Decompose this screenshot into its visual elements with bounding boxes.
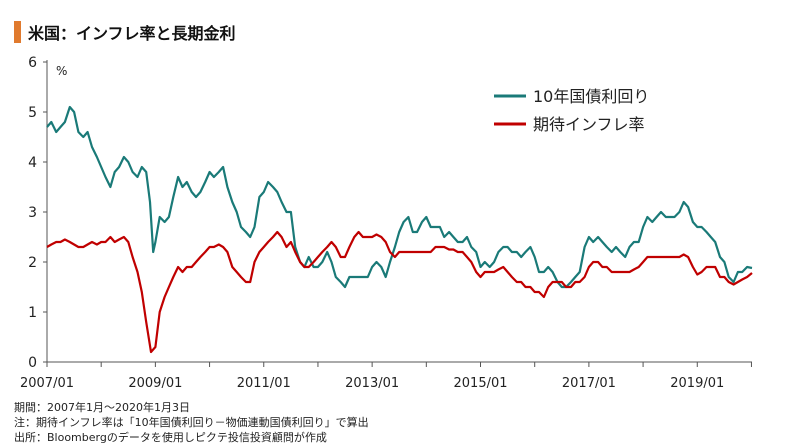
note-source: 出所：Bloombergのデータを使用しピクテ投信投資顧問が作成 [14,431,327,444]
footnotes: 期間：2007年1月～2020年1月3日 注：期待インフレ率は「10年国債利回り… [14,400,369,445]
series-line-breakeven-inflation [46,230,753,354]
note-definition: 注：期待インフレ率は「10年国債利回り－物価連動国債利回り」で算出 [14,416,369,429]
y-tick-label: 5 [28,105,37,121]
axes: 0 1 2 3 4 5 6 % 2007/01 2009/01 2011/01 2013/01 2015… [20,55,752,391]
y-tick-label: 4 [28,155,37,171]
legend-label: 期待インフレ率 [533,115,645,134]
x-tick-label: 2013/01 [345,376,399,391]
x-tick-label: 2007/01 [20,376,74,391]
x-tick-label: 2011/01 [237,376,291,391]
series-line-10y-yield [46,105,753,289]
y-tick-label: 3 [28,205,37,221]
y-tick-label: 0 [28,355,37,371]
title-accent-bar [14,21,21,43]
series-layer [46,105,753,354]
note-period: 期間：2007年1月～2020年1月3日 [14,401,190,414]
y-tick-label: 6 [28,55,37,71]
x-tick-label: 2019/01 [670,376,724,391]
legend-label: 10年国債利回り [533,87,649,106]
x-tick-label: 2017/01 [562,376,616,391]
x-tick-label: 2009/01 [128,376,182,391]
y-tick-label: 2 [28,255,37,271]
y-tick-label: 1 [28,305,37,321]
y-unit-label: % [56,64,67,78]
x-tick-label: 2015/01 [454,376,508,391]
chart-title: 米国：インフレ率と長期金利 [28,24,236,43]
